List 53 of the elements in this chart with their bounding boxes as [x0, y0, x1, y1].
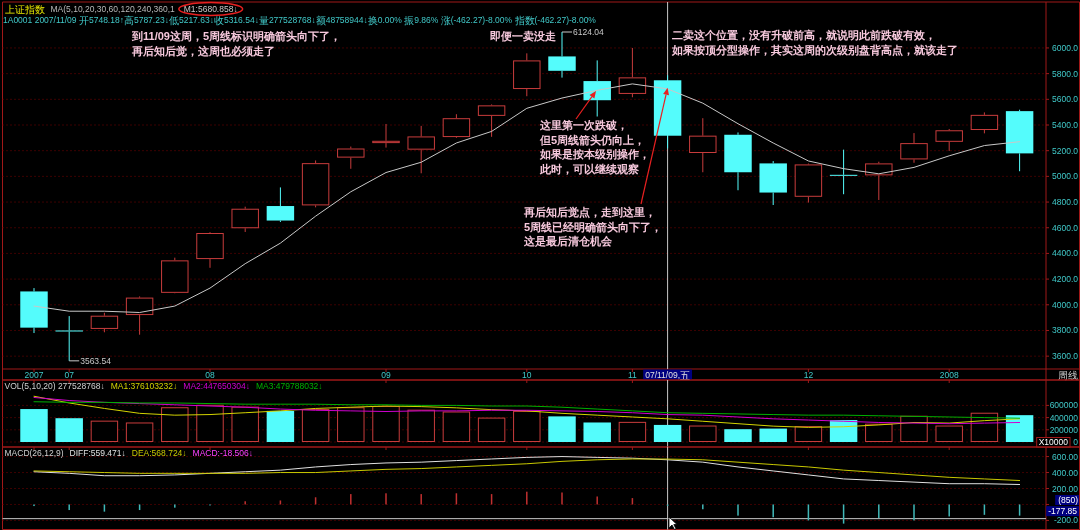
y-tick-label: 4200.0	[1052, 274, 1079, 285]
y-tick-label: -200.0	[1053, 515, 1079, 526]
x-tick-label: 11	[627, 369, 638, 380]
annotation: 再后知后觉点，走到这里，5周线已经明确箭头向下了，这是最后清仓机会	[523, 206, 663, 248]
y-tick-label: 5400.0	[1052, 120, 1079, 130]
x-tick-label: 08	[205, 369, 215, 380]
y-tick-label: 5000.0	[1052, 171, 1079, 182]
chart-title: VOL(5,10,20) 277528768↓	[4, 381, 105, 391]
series-label: DEA:568.724↓	[131, 448, 187, 458]
y-tick-label: 4600.0	[1052, 222, 1079, 233]
y-tick-label: 4000.0	[1052, 299, 1079, 310]
text: MA1:376103232↓	[110, 381, 178, 391]
text: 1A0001 2007/11/09 开5748.18↑高5787.23↓低5217.63↓收5316.54↓量277528768↓额48758944↓换0.00% 振9.86% 涨(-462.27)-8.00% 指数(-462.27)-8.00%	[3, 14, 596, 26]
y-tick-label: 200000	[1049, 424, 1079, 435]
chart-title: 上证指数	[4, 3, 45, 15]
y-tick-label: 200.00	[1052, 483, 1079, 494]
y-tick-label: 5200.0	[1052, 145, 1079, 156]
y-tick-label: 5600.0	[1052, 94, 1079, 105]
series-label: DIFF:559.471↓	[69, 448, 126, 458]
y-tick-label: 600000	[1049, 400, 1079, 411]
annotation: 6124.04	[573, 27, 604, 37]
ref-line-label: -177.85	[1048, 506, 1078, 517]
series-label: MA3:479788032↓	[255, 381, 323, 391]
y-tick-label: 4800.0	[1052, 197, 1079, 208]
y-tick-label: 4400.0	[1052, 248, 1079, 259]
y-tick-label: 600.00	[1052, 451, 1079, 462]
y-tick-label: 3800.0	[1052, 325, 1079, 336]
x-tick-label: 12	[803, 369, 814, 380]
x-tick-label: 07	[64, 369, 75, 380]
series-label: MA2:447650304↓	[183, 381, 250, 391]
y-axis-title: X10000	[1038, 437, 1069, 448]
annotation: 即便一卖没走	[490, 30, 556, 42]
annotation: 二卖这个位置，没有升破前高，就说明此前跌破有效，如果按顶分型操作，其实这周的次级别盘背高点，就该走了	[671, 29, 958, 57]
text: 周线	[1058, 369, 1078, 380]
annotation: 3563.54	[80, 355, 112, 366]
text: (850)	[1058, 495, 1079, 505]
x-tick-label: 2008	[939, 369, 959, 380]
annotation: 到11/09这周，5周线标识明确箭头向下了，再后知后觉，这周也必须走了	[131, 30, 342, 57]
y-tick-label: 400.00	[1052, 467, 1079, 478]
x-tick-label: 2007	[24, 369, 44, 380]
y-tick-label: 3600.0	[1052, 351, 1079, 362]
y-tick-label: 6000.0	[1052, 42, 1079, 53]
y-tick-label: 0	[1073, 437, 1079, 447]
chart-subtitle: MA(5,10,20,30,60,120,240,360,1	[50, 4, 176, 14]
x-tick-label: 09	[381, 369, 391, 380]
x-tick-label: 07/11/09,五	[645, 369, 691, 380]
annotation: 这里第一次跌破，但5周线箭头仍向上，如果是按本级别操作，此时，可以继续观察	[539, 119, 650, 175]
y-tick-label: 400000	[1049, 412, 1079, 423]
x-tick-label: 10	[522, 369, 532, 380]
chart-title: MACD(26,12,9)	[4, 448, 64, 458]
y-tick-label: 5800.0	[1052, 68, 1079, 79]
text: M1:5680.858↓	[183, 4, 238, 14]
annotation: MACD:-18.506↓	[192, 448, 254, 458]
